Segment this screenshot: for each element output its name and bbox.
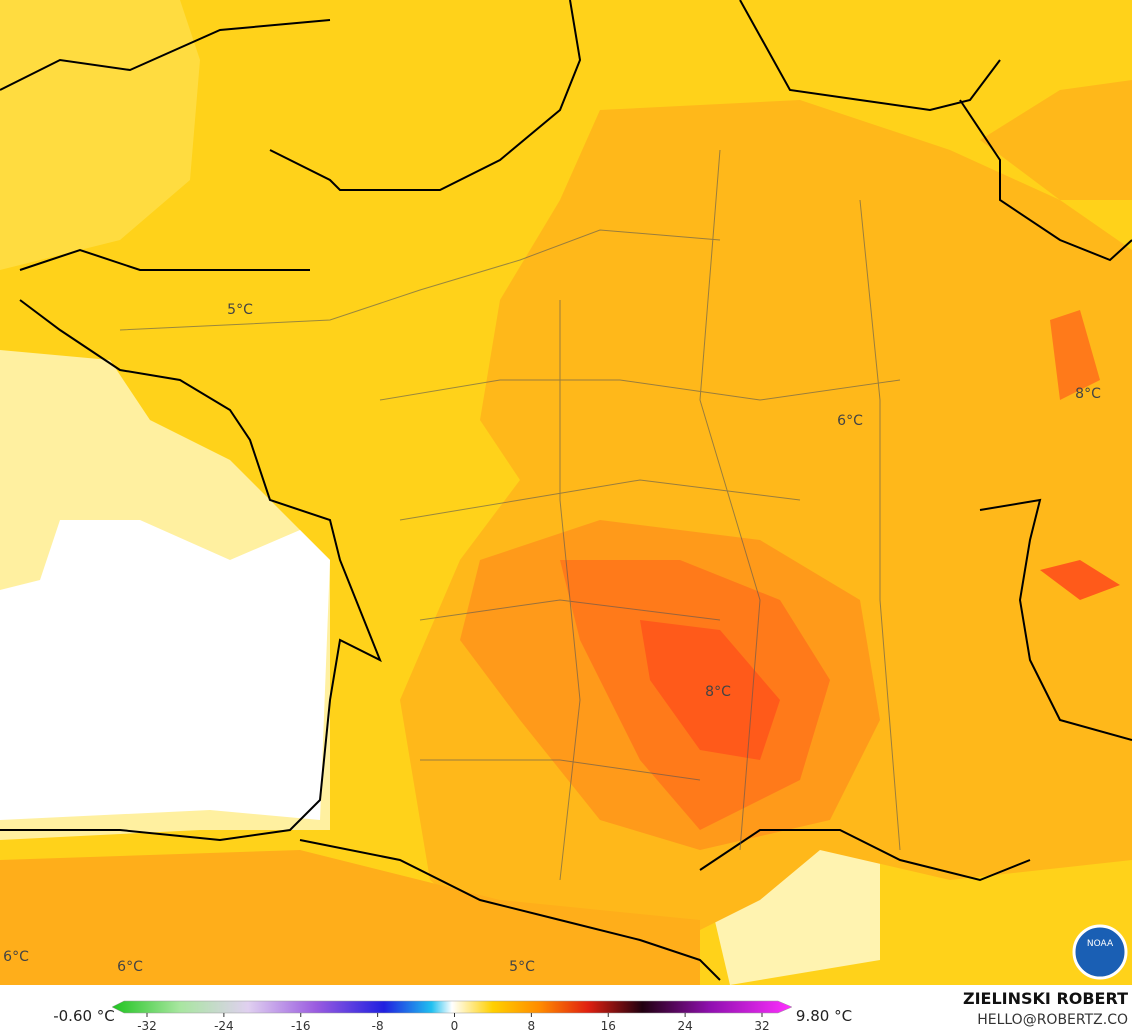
credit-email: HELLO@ROBERTZ.CO — [977, 1012, 1128, 1028]
noaa-logo — [1072, 924, 1128, 980]
sea-region — [0, 0, 200, 270]
legend-max: 9.80 °C — [796, 1007, 852, 1025]
warm-region — [980, 80, 1132, 200]
coastline — [0, 0, 1132, 981]
legend-min: -0.60 °C — [53, 1007, 115, 1025]
hot-spot — [1050, 310, 1100, 400]
temp-label: 6°C — [837, 413, 863, 429]
temp-label: 5°C — [227, 302, 253, 318]
colorbar-tick-label: 24 — [677, 1019, 692, 1033]
colorbar — [111, 1000, 793, 1014]
colorbar-tick-label: 32 — [754, 1019, 769, 1033]
colorbar-tick-label: -16 — [291, 1019, 311, 1033]
temp-label: 6°C — [117, 959, 143, 975]
colorbar-tick-label: 8 — [528, 1019, 536, 1033]
colorbar-tick-label: -24 — [214, 1019, 234, 1033]
temp-label: 8°C — [705, 684, 731, 700]
hot-spot — [1040, 560, 1120, 600]
temp-label: 5°C — [509, 959, 535, 975]
credit-author: ZIELINSKI ROBERT — [963, 989, 1128, 1008]
colorbar-tick-label: 16 — [601, 1019, 616, 1033]
cold-region — [0, 520, 330, 820]
colorbar-tick-label: 0 — [451, 1019, 459, 1033]
logo-text: NOAA — [1087, 939, 1114, 949]
colorbar-tick-label: -32 — [137, 1019, 157, 1033]
hottest-region — [640, 620, 780, 760]
region-borders — [119, 149, 901, 881]
warm-region — [0, 850, 700, 985]
temp-label: 8°C — [1075, 386, 1101, 402]
colorbar-tick-label: -8 — [372, 1019, 384, 1033]
temp-label: 6°C — [3, 949, 29, 965]
